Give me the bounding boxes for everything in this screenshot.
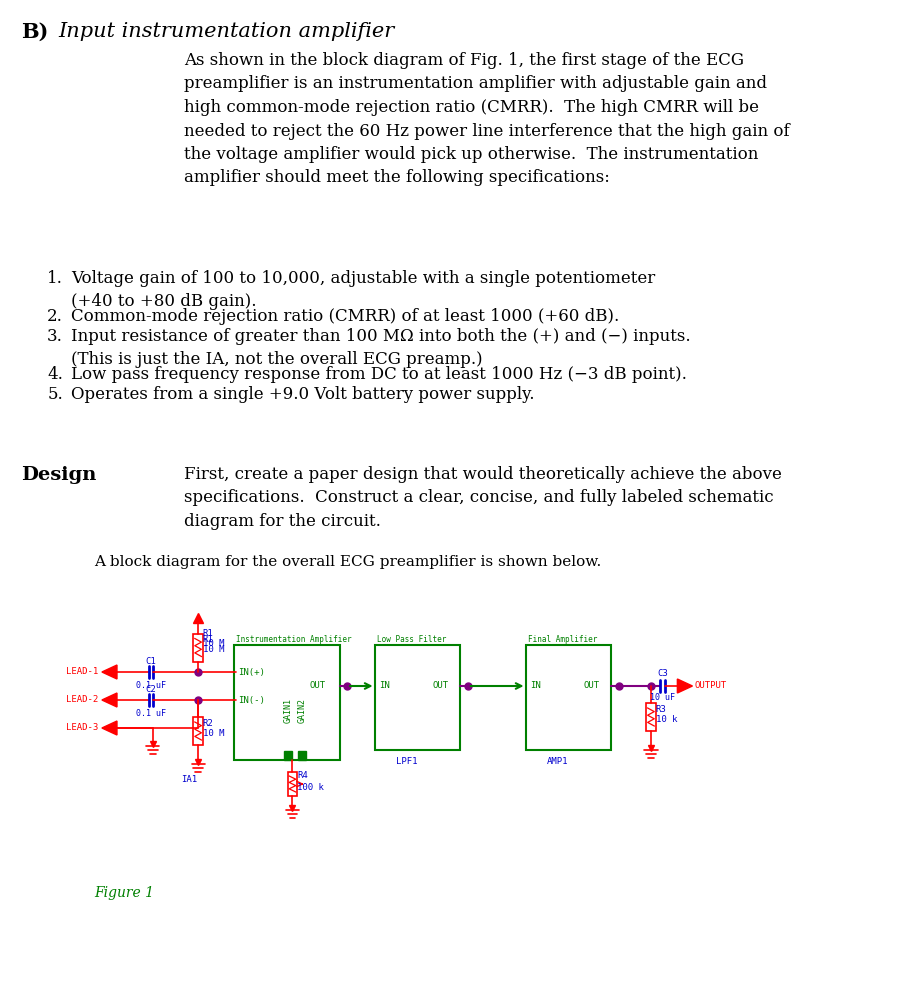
- Text: GAIN1: GAIN1: [283, 698, 292, 723]
- Text: R3: R3: [656, 704, 666, 713]
- Text: IN: IN: [379, 682, 390, 691]
- Text: C1: C1: [146, 656, 157, 665]
- Text: LEAD-1: LEAD-1: [66, 667, 98, 677]
- Text: 10 M: 10 M: [203, 639, 225, 647]
- Text: 10 k: 10 k: [656, 714, 677, 724]
- Text: 5.: 5.: [47, 386, 63, 403]
- Text: C2: C2: [146, 685, 157, 694]
- Text: OUT: OUT: [583, 682, 599, 691]
- Text: 1.: 1.: [47, 270, 63, 287]
- Bar: [234, 645, 339, 760]
- Text: Input instrumentation amplifier: Input instrumentation amplifier: [58, 22, 395, 41]
- Text: OUT: OUT: [432, 682, 449, 691]
- Text: First, create a paper design that would theoretically achieve the above
specific: First, create a paper design that would …: [184, 466, 782, 530]
- Text: Input resistance of greater than 100 MΩ into both the (+) and (−) inputs.
(This : Input resistance of greater than 100 MΩ …: [71, 328, 691, 369]
- Text: IA1: IA1: [181, 776, 197, 785]
- Text: 0.1 uF: 0.1 uF: [136, 681, 166, 690]
- Text: Operates from a single +9.0 Volt battery power supply.: Operates from a single +9.0 Volt battery…: [71, 386, 534, 403]
- Text: OUT: OUT: [309, 682, 326, 691]
- Text: 10 M: 10 M: [203, 645, 225, 654]
- Text: Instrumentation Amplifier: Instrumentation Amplifier: [236, 636, 351, 645]
- Text: 3.: 3.: [47, 328, 63, 345]
- Text: AMP1: AMP1: [547, 757, 569, 766]
- Text: 100 k: 100 k: [298, 783, 324, 792]
- Polygon shape: [102, 721, 117, 735]
- Text: Final Amplifier: Final Amplifier: [529, 636, 598, 645]
- Polygon shape: [102, 693, 117, 707]
- Bar: [194, 634, 203, 661]
- Text: GAIN2: GAIN2: [298, 698, 307, 723]
- Text: A block diagram for the overall ECG preamplifier is shown below.: A block diagram for the overall ECG prea…: [95, 555, 602, 569]
- Text: R4: R4: [298, 770, 308, 780]
- Bar: [194, 717, 203, 745]
- Bar: [526, 645, 612, 750]
- Bar: [646, 703, 656, 731]
- Text: Design: Design: [21, 466, 96, 484]
- Polygon shape: [102, 665, 117, 679]
- Text: LEAD-2: LEAD-2: [66, 696, 98, 704]
- Text: LPF1: LPF1: [396, 757, 418, 766]
- Text: LEAD-3: LEAD-3: [66, 724, 98, 733]
- Text: 0.1 uF: 0.1 uF: [136, 708, 166, 717]
- Text: R1: R1: [203, 635, 214, 644]
- Text: 10 uF: 10 uF: [650, 694, 675, 702]
- Text: Low Pass Filter: Low Pass Filter: [378, 636, 447, 645]
- Text: 10 M: 10 M: [203, 729, 225, 738]
- Text: B): B): [21, 22, 48, 42]
- Text: As shown in the block diagram of Fig. 1, the first stage of the ECG
preamplifier: As shown in the block diagram of Fig. 1,…: [184, 52, 790, 186]
- Text: C3: C3: [657, 669, 668, 679]
- Bar: [288, 772, 298, 796]
- Text: Figure 1: Figure 1: [95, 886, 155, 900]
- Text: R2: R2: [203, 718, 214, 728]
- Text: 2.: 2.: [47, 308, 63, 325]
- Text: IN(+): IN(+): [238, 667, 265, 677]
- Bar: [284, 751, 291, 760]
- Text: R1: R1: [203, 629, 214, 638]
- Text: Low pass frequency response from DC to at least 1000 Hz (−3 dB point).: Low pass frequency response from DC to a…: [71, 366, 687, 383]
- Bar: [376, 645, 460, 750]
- Text: Voltage gain of 100 to 10,000, adjustable with a single potentiometer
(+40 to +8: Voltage gain of 100 to 10,000, adjustabl…: [71, 270, 655, 311]
- Text: IN(-): IN(-): [238, 696, 265, 704]
- Text: OUTPUT: OUTPUT: [694, 682, 726, 691]
- Text: Common-mode rejection ratio (CMRR) of at least 1000 (+60 dB).: Common-mode rejection ratio (CMRR) of at…: [71, 308, 619, 325]
- Text: IN: IN: [531, 682, 541, 691]
- Polygon shape: [677, 679, 693, 693]
- Bar: [298, 751, 306, 760]
- Text: 4.: 4.: [47, 366, 63, 383]
